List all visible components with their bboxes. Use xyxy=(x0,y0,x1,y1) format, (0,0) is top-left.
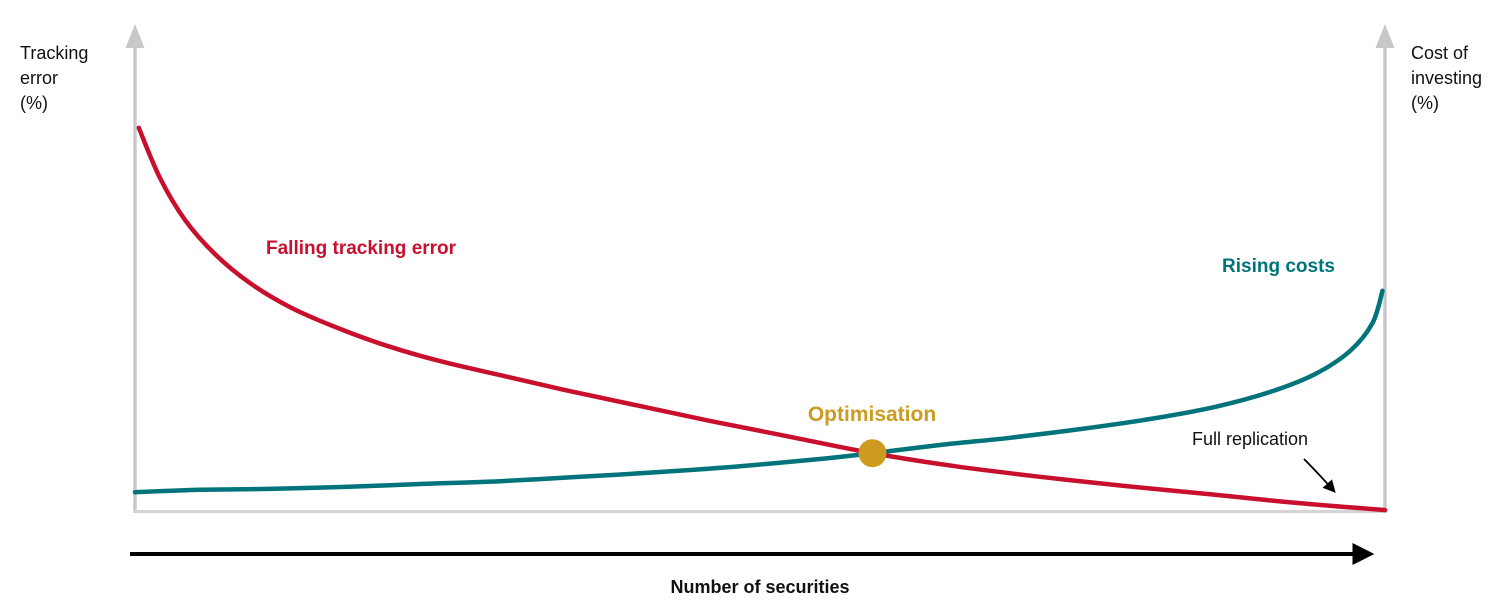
optimisation-label: Optimisation xyxy=(807,403,937,426)
full-replication-arrow-icon xyxy=(1303,458,1336,493)
right-axis-arrowhead-icon xyxy=(1375,24,1395,48)
full-replication-label: Full replication xyxy=(1192,429,1309,449)
rising-costs-label: Rising costs xyxy=(1222,256,1335,277)
x-axis-label: Number of securities xyxy=(670,577,850,597)
falling-tracking-error-label: Falling tracking error xyxy=(266,238,457,259)
right-axis-label: Cost of investing (%) xyxy=(1411,43,1483,113)
left-axis-arrowhead-icon xyxy=(125,24,145,48)
left-axis-label: Tracking error (%) xyxy=(20,43,89,113)
falling-tracking-error-curve xyxy=(136,125,1388,513)
optimisation-point xyxy=(858,439,887,468)
